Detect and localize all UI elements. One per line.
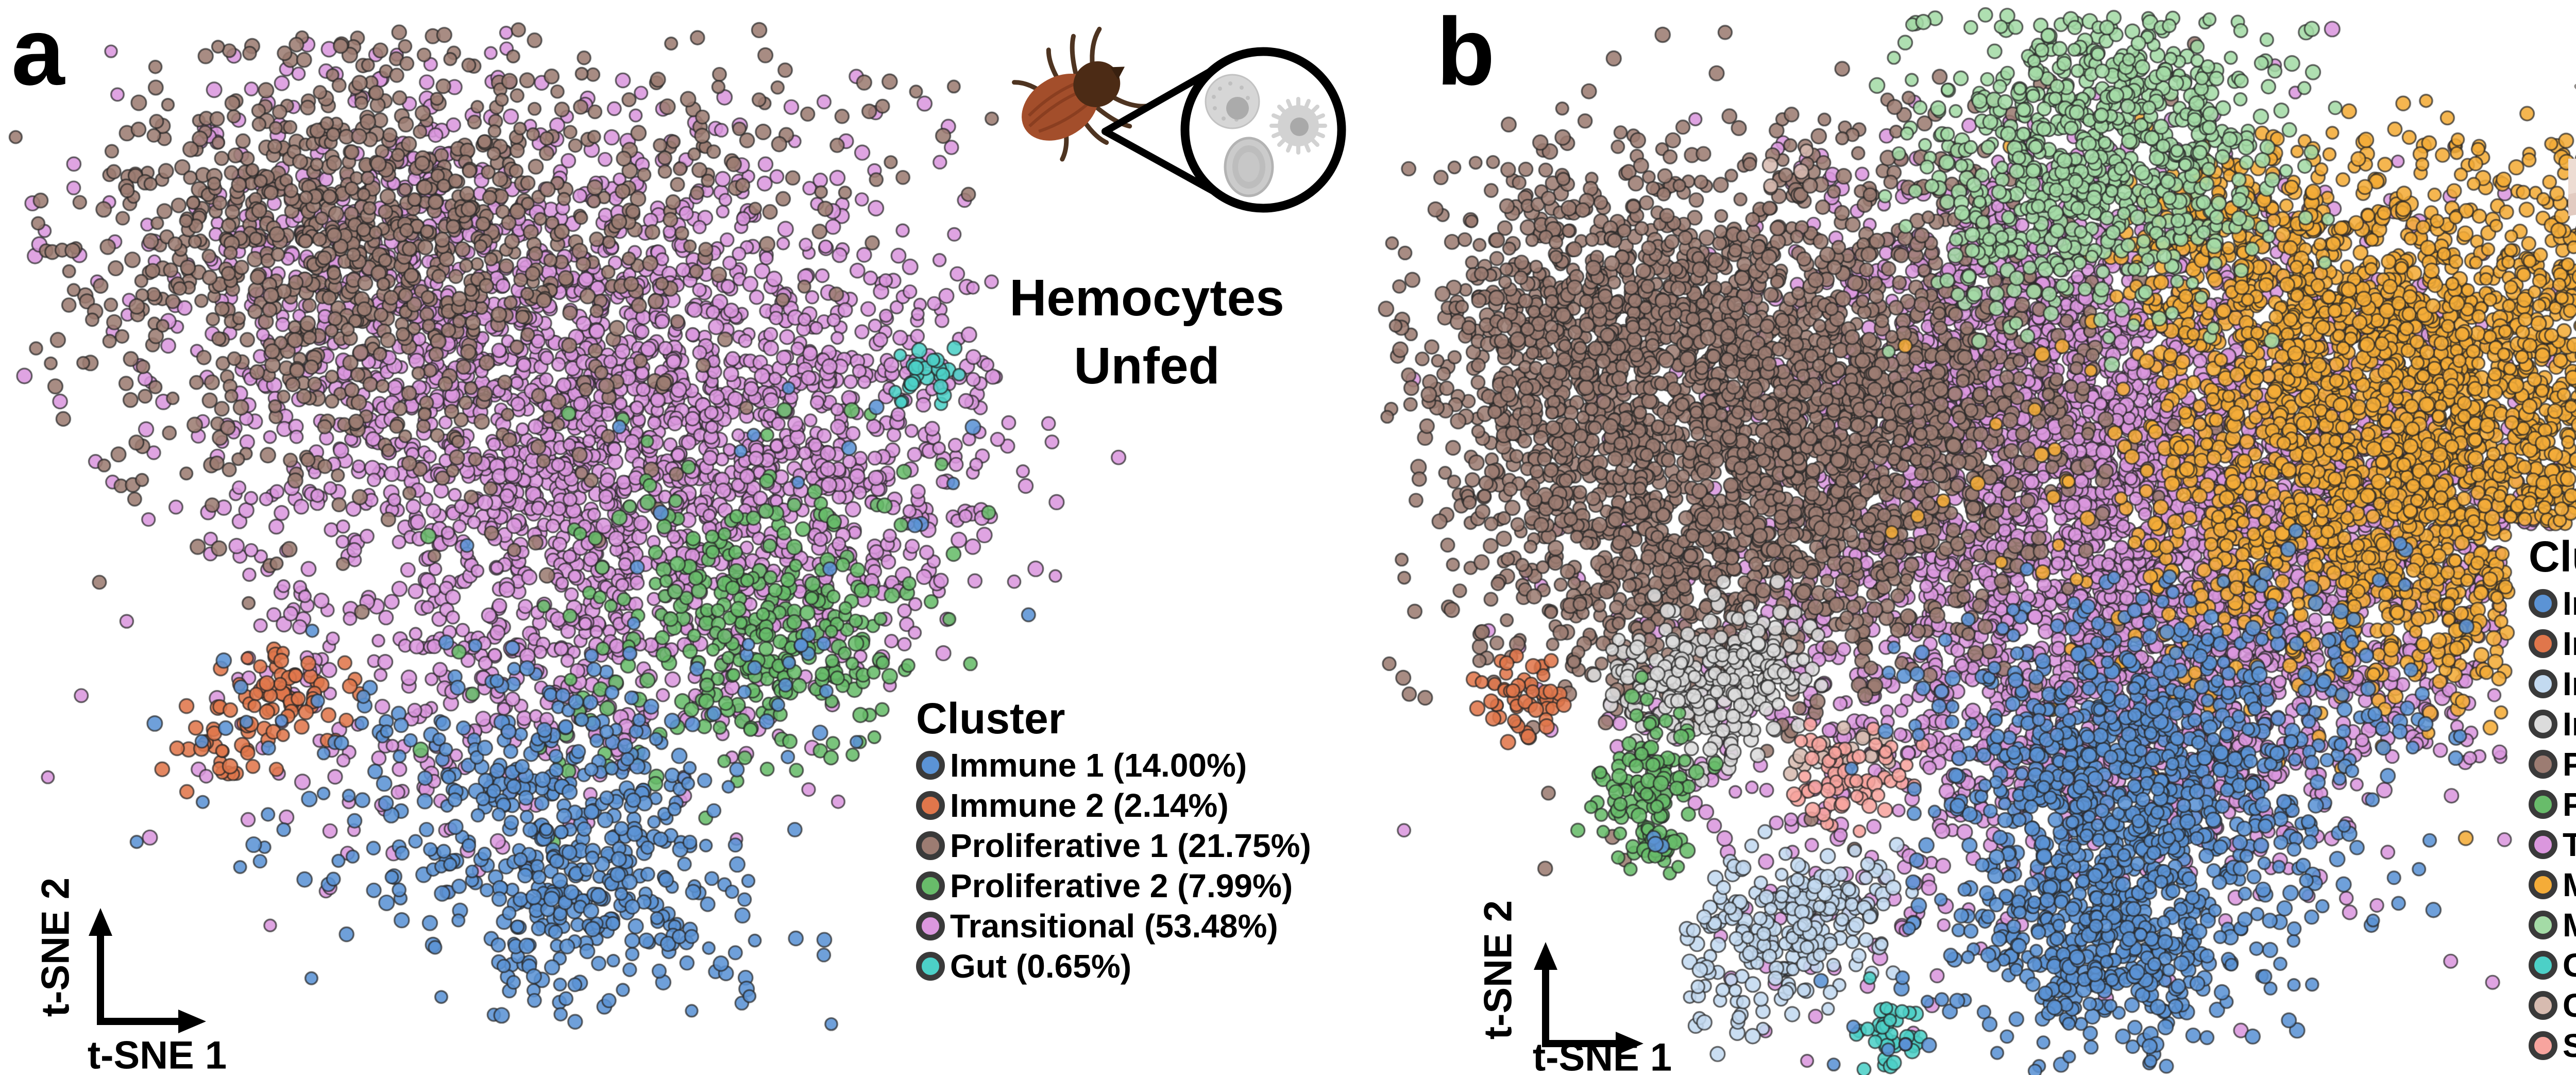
legend-item-immune2: Immune 2 (2.14%) — [916, 785, 1311, 826]
spiky-cell-nucleus — [1290, 117, 1309, 136]
tick-scutum — [1073, 61, 1121, 107]
legend-label-immune3: Immune 3 (1.63%) — [2563, 665, 2576, 702]
panel-a-axis-arrows — [89, 908, 206, 1033]
legend-label-transitional: Transitional (53.48%) — [950, 908, 1278, 945]
legend-swatch-immune4 — [2529, 710, 2557, 738]
legend-label-metab2: Metabolism 2 (5.52%) — [2563, 909, 2576, 942]
legend-swatch-metab1 — [2529, 870, 2557, 899]
tick-head — [1110, 66, 1125, 80]
legend-label-cuticle: Cuticle (0.39%) — [2563, 987, 2576, 1024]
legend-item-immune1: Immune 1 (14.00%) — [916, 745, 1311, 785]
hemocyte-cells — [1205, 74, 1327, 197]
legend-item-gut: Gut (0.52%) — [2529, 945, 2576, 985]
skin-block — [2568, 158, 2576, 216]
panel-b-legend-title: Cluster — [2529, 532, 2576, 581]
legend-item-transitional: Transitional (28.07%) — [2529, 825, 2576, 865]
panel-b-label: b — [1436, 0, 1495, 105]
legend-item-immune1: Immune 1 (9.78%) — [2529, 583, 2576, 624]
granular-cell-nucleus — [1226, 97, 1249, 120]
panel-a-label: a — [11, 0, 65, 105]
y-arrowhead-b — [1534, 942, 1557, 970]
panel-a-legend-rows: Immune 1 (14.00%) Immune 2 (2.14%) Prolife… — [916, 745, 1311, 986]
legend-item-prolif2: Proliferative 2 (1.00%) — [2529, 784, 2576, 825]
legend-item-prolif1: Proliferative 1 (26.54%) — [2529, 744, 2576, 784]
panel-b-legend-rows: Immune 1 (9.78%) Immune 2 (0.56%) Immune 3… — [2529, 583, 2576, 1066]
legend-swatch-prolif2 — [2529, 790, 2557, 819]
panel-b-axis-arrows — [1534, 942, 1643, 1055]
x-arrowhead — [178, 1010, 206, 1033]
legend-swatch-cuticle — [2529, 991, 2557, 1020]
legend-label-immune2: Immune 2 (2.14%) — [950, 787, 1229, 824]
legend-swatch-salivary — [2529, 1031, 2557, 1060]
legend-swatch-transitional — [916, 912, 945, 940]
engorged-tick-skin-icon — [2568, 83, 2576, 216]
spiky-cell — [1269, 97, 1327, 155]
legend-label-salivary: Salivary Gland (0.65%) — [2563, 1027, 2576, 1064]
panel-a-caption-line2: Unfed — [1074, 337, 1220, 395]
legend-swatch-prolif1 — [916, 831, 945, 860]
legend-item-metab2: Metabolism 2 (5.52%) — [2529, 905, 2576, 945]
legend-swatch-gut — [916, 952, 945, 981]
legend-label-gut: Gut (0.65%) — [950, 948, 1132, 985]
panel-a-legend-title: Cluster — [916, 694, 1065, 743]
oval-cell — [1224, 137, 1274, 197]
legend-swatch-immune3 — [2529, 669, 2557, 698]
legend-swatch-transitional — [2529, 830, 2557, 859]
legend-swatch-prolif2 — [916, 871, 945, 900]
legend-swatch-immune1 — [916, 751, 945, 780]
legend-label-immune4: Immune 4 (1.75%) — [2563, 706, 2576, 743]
magnifier-icon — [1101, 47, 1346, 213]
legend-swatch-metab2 — [2529, 911, 2557, 939]
legend-swatch-immune2 — [2529, 629, 2557, 658]
legend-item-immune4: Immune 4 (1.75%) — [2529, 704, 2576, 744]
skin-lower-layer — [2568, 193, 2576, 216]
panel-b-xlabel: t-SNE 1 — [1532, 1035, 1672, 1075]
legend-item-salivary: Salivary Gland (0.65%) — [2529, 1026, 2576, 1066]
legend-swatch-prolif1 — [2529, 750, 2557, 779]
legend-label-immune2: Immune 2 (0.56%) — [2563, 625, 2576, 662]
legend-item-immune3: Immune 3 (1.63%) — [2529, 664, 2576, 704]
legend-label-gut: Gut (0.52%) — [2563, 947, 2576, 984]
legend-item-prolif1: Proliferative 1 (21.75%) — [916, 826, 1311, 866]
panel-a-xlabel: t-SNE 1 — [87, 1033, 227, 1075]
legend-label-immune1: Immune 1 (9.78%) — [2563, 585, 2576, 622]
panel-a-caption: Hemocytes Unfed — [1009, 264, 1284, 400]
y-arrowhead — [89, 908, 112, 936]
legend-label-prolif2: Proliferative 2 (1.00%) — [2563, 786, 2576, 823]
legend-label-prolif2: Proliferative 2 (7.99%) — [950, 867, 1293, 904]
unfed-tick-icon — [1012, 26, 1150, 162]
legend-swatch-immune1 — [2529, 589, 2557, 618]
x-arrowhead-b — [1616, 1032, 1643, 1055]
legend-label-metab1: Metabolism 1 (23.59%) — [2563, 868, 2576, 901]
legend-item-immune2: Immune 2 (0.56%) — [2529, 624, 2576, 664]
panel-a-caption-line1: Hemocytes — [1009, 269, 1284, 327]
legend-item-transitional: Transitional (53.48%) — [916, 906, 1311, 946]
legend-swatch-immune2 — [916, 791, 945, 820]
legend-swatch-gut — [2529, 951, 2557, 980]
panel-b-ylabel: t-SNE 2 — [1476, 900, 1520, 1040]
legend-item-metab1: Metabolism 1 (23.59%) — [2529, 865, 2576, 905]
legend-label-immune1: Immune 1 (14.00%) — [950, 747, 1247, 784]
legend-item-gut: Gut (0.65%) — [916, 946, 1311, 986]
legend-label-prolif1: Proliferative 1 (26.54%) — [2563, 746, 2576, 783]
legend-label-prolif1: Proliferative 1 (21.75%) — [950, 827, 1311, 864]
tick-body — [1012, 26, 1150, 162]
panel-b-legend: Cluster Immune 1 (9.78%) Immune 2 (0.56%)… — [2529, 535, 2576, 1066]
panel-a-ylabel: t-SNE 2 — [33, 877, 78, 1017]
legend-label-transitional: Transitional (28.07%) — [2563, 826, 2576, 863]
legend-item-prolif2: Proliferative 2 (7.99%) — [916, 866, 1311, 906]
panel-a-legend: Cluster Immune 1 (14.00%) Immune 2 (2.14%… — [916, 697, 1311, 986]
legend-item-cuticle: Cuticle (0.39%) — [2529, 985, 2576, 1026]
